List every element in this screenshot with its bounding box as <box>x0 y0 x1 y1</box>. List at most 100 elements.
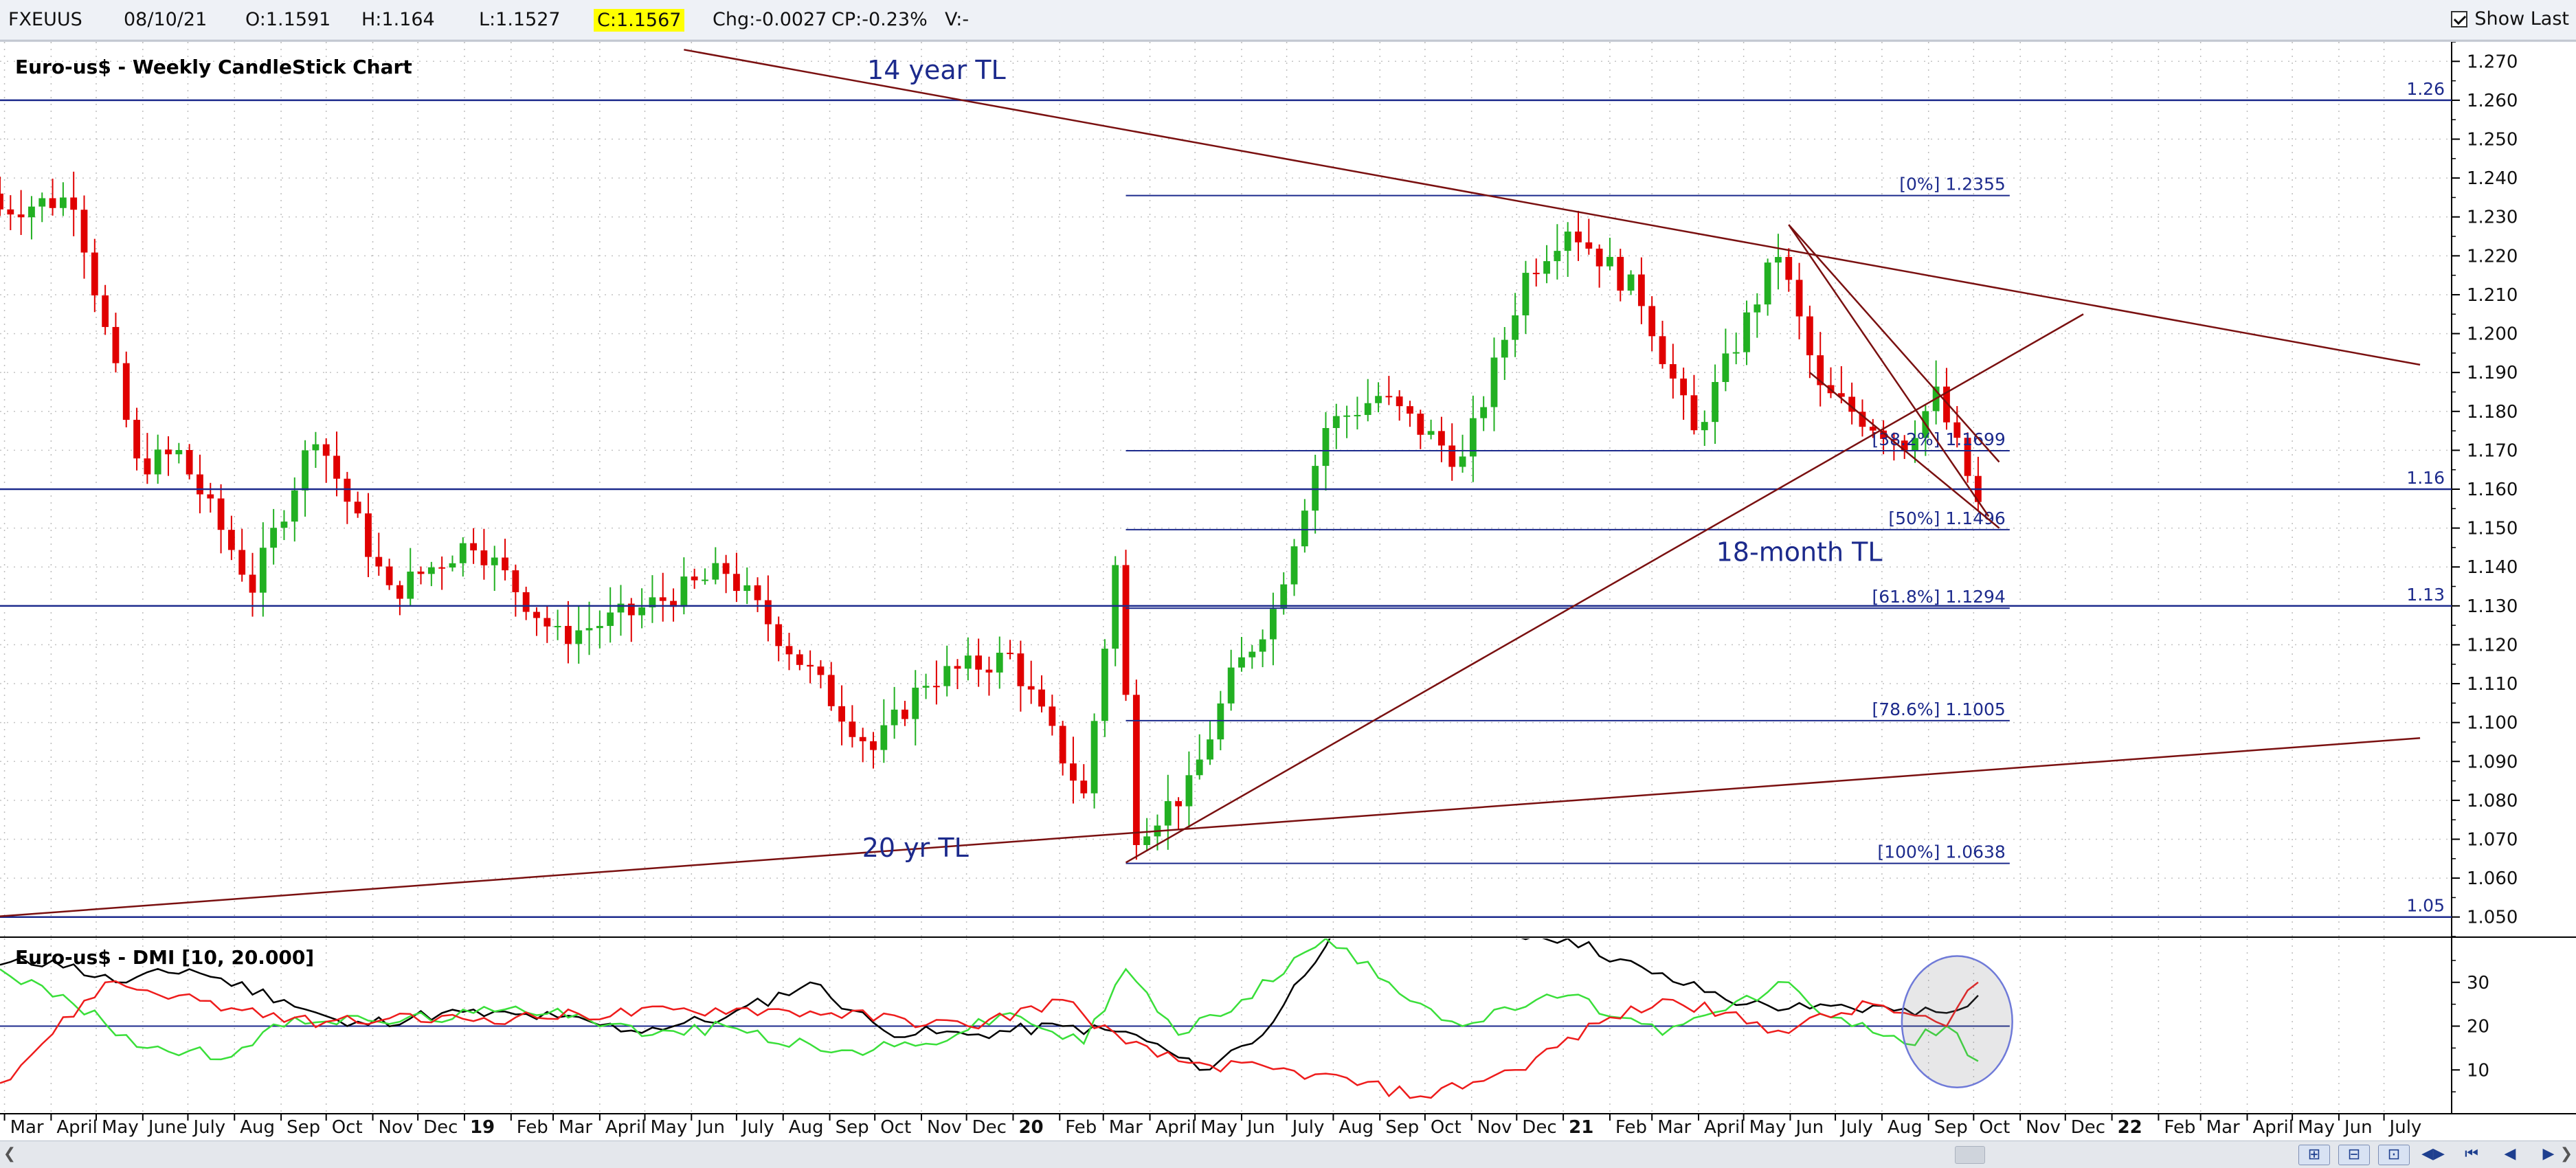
x-tick-label: Feb <box>1065 1117 1097 1138</box>
go-first-icon[interactable]: ⏮ <box>2465 1145 2478 1163</box>
x-tick-label: Oct <box>1431 1117 1461 1138</box>
zoom-in-icon[interactable]: ⊞ <box>2298 1145 2330 1165</box>
candle-up <box>1427 431 1435 435</box>
candle-up <box>491 557 498 565</box>
x-tick-label: April <box>2252 1117 2293 1138</box>
candle-down <box>122 363 130 420</box>
candle-up <box>922 686 930 688</box>
scroll-thumb[interactable] <box>1955 1146 1985 1164</box>
candle-up <box>1343 415 1351 417</box>
horizontal-scrollbar[interactable]: ❮ ⊞ ⊟ ⊡ ◀▶ ⏮ ◀ ▶ ❯ <box>0 1141 2576 1168</box>
candle-up <box>617 603 625 613</box>
candle-up <box>1522 273 1530 316</box>
candle-up <box>427 567 435 574</box>
date-label: 08/10/21 <box>124 9 208 30</box>
price-chart-title: Euro-us$ - Weekly CandleStick Chart <box>15 56 412 78</box>
candle-down <box>502 557 508 571</box>
candle-down <box>1943 386 1950 423</box>
x-tick-label: Sep <box>287 1117 320 1138</box>
candle-down <box>1007 653 1013 655</box>
x-tick-label: May <box>102 1117 139 1138</box>
show-last-toggle[interactable]: Show Last <box>2451 8 2569 30</box>
candle-down <box>1132 695 1140 845</box>
x-tick-label: Aug <box>789 1117 824 1138</box>
dmi_minus-line <box>0 980 1979 1099</box>
candle-down <box>102 295 109 327</box>
candle-down <box>365 513 372 557</box>
chart-canvas[interactable]: 1.270 1.260 1.250 1.240 1.230 1.220 1.210 1.200… <box>0 42 2576 1141</box>
candle-down <box>354 502 361 514</box>
candle-down <box>80 210 88 253</box>
y-tick-label: 1.130 <box>2467 596 2518 617</box>
candle-down <box>1848 396 1856 412</box>
x-tick-label: Dec <box>423 1117 458 1138</box>
candle-down <box>1122 565 1130 695</box>
x-tick-label: Dec <box>2071 1117 2105 1138</box>
x-tick-label: Mar <box>1109 1117 1143 1138</box>
candle-down <box>1806 316 1813 356</box>
candle-up <box>575 630 583 644</box>
y-tick-label: 1.250 <box>2467 130 2518 150</box>
zoom-out-icon[interactable]: ⊟ <box>2338 1145 2370 1165</box>
candle-down <box>91 252 98 295</box>
candle-up <box>154 449 161 475</box>
candle-up <box>1364 403 1371 415</box>
candle-down <box>165 449 172 455</box>
x-tick-label: Nov <box>379 1117 414 1138</box>
y-tick-label: 1.260 <box>2467 91 2518 111</box>
quote-toolbar: FXEUUS 08/10/21 O:1.1591 H:1.164 L:1.152… <box>0 0 2576 41</box>
candle-down <box>1575 232 1582 243</box>
trend-line <box>1125 313 2084 864</box>
scroll-right-arrow-icon[interactable]: ❯ <box>2560 1145 2573 1163</box>
y-tick-label: 1.240 <box>2467 168 2518 189</box>
candle-down <box>1817 355 1824 385</box>
fib-level-label: [61.8%] 1.1294 <box>1872 587 2005 607</box>
zoom-reset-icon[interactable]: ⊡ <box>2378 1145 2410 1165</box>
fib-level-label: [0%] 1.2355 <box>1899 175 2006 194</box>
change-percent-label: CP:-0.23% <box>831 9 928 30</box>
candle-up <box>680 576 688 607</box>
scroll-both-icon[interactable]: ◀▶ <box>2421 1145 2445 1163</box>
candle-up <box>302 450 309 491</box>
trend-line <box>684 49 2421 366</box>
candle-down <box>249 574 256 593</box>
candle-up <box>1280 584 1288 609</box>
dmi-panel-title: Euro-us$ - DMI [10, 20.000] <box>15 946 314 969</box>
x-tick-label: Oct <box>332 1117 363 1138</box>
candle-up <box>880 725 888 750</box>
candle-up <box>712 563 719 580</box>
y-tick-label: 1.180 <box>2467 402 2518 423</box>
y-tick-label: 1.230 <box>2467 207 2518 228</box>
candle-up <box>1701 422 1708 431</box>
candle-up <box>407 571 414 599</box>
chart-area[interactable]: 1.270 1.260 1.250 1.240 1.230 1.220 1.210 1.200… <box>0 41 2576 1141</box>
candle-up <box>1196 759 1203 776</box>
x-tick-label: Feb <box>2164 1117 2195 1138</box>
candle-up <box>1227 667 1235 704</box>
candle-up <box>1270 609 1277 640</box>
show-last-label: Show Last <box>2474 8 2569 30</box>
candle-down <box>1795 280 1803 317</box>
y-tick-label: 1.270 <box>2467 52 2518 72</box>
go-next-icon[interactable]: ▶ <box>2542 1145 2555 1163</box>
candle-up <box>1469 418 1477 457</box>
candle-up <box>996 653 1003 673</box>
candle-down <box>1027 686 1035 690</box>
candle-up <box>607 612 614 627</box>
low-label: L:1.1527 <box>479 9 561 30</box>
candle-up <box>1722 353 1729 382</box>
candle-down <box>1901 440 1908 451</box>
candle-up <box>1459 456 1466 467</box>
candle-down <box>70 197 78 210</box>
candle-down <box>1059 726 1066 764</box>
candle-up <box>596 626 603 629</box>
candle-up <box>312 444 320 451</box>
x-tick-label: Aug <box>1339 1117 1374 1138</box>
candle-down <box>1017 653 1024 686</box>
x-tick-label: May <box>1200 1117 1237 1138</box>
go-prev-icon[interactable]: ◀ <box>2504 1145 2516 1163</box>
scroll-left-arrow-icon[interactable]: ❮ <box>3 1145 16 1163</box>
show-last-checkbox[interactable] <box>2451 10 2468 27</box>
x-tick-label: April <box>605 1117 646 1138</box>
candle-down <box>659 597 667 601</box>
